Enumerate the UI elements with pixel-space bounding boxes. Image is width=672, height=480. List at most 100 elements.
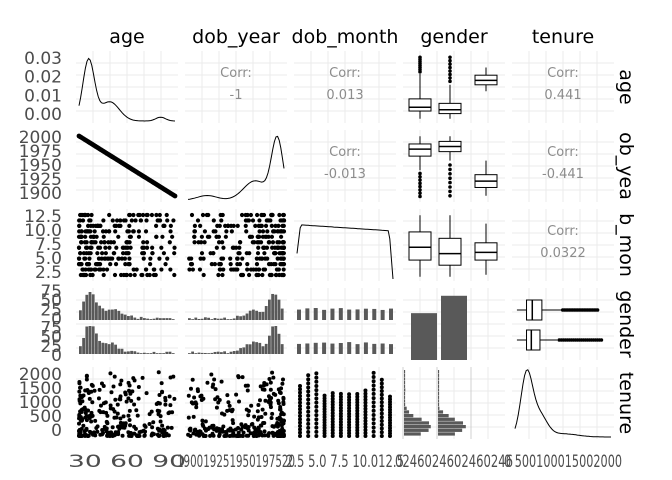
data-point <box>98 403 103 408</box>
histogram-bar <box>438 388 440 392</box>
data-point <box>298 390 302 395</box>
data-point <box>281 229 287 234</box>
data-point <box>255 409 260 414</box>
data-point <box>271 229 276 234</box>
histogram-bar <box>136 352 140 354</box>
histogram-bar <box>404 432 421 436</box>
data-point <box>141 240 146 245</box>
histogram-bar <box>261 346 265 354</box>
data-point <box>253 267 259 272</box>
data-point <box>298 387 302 392</box>
data-point <box>128 423 133 428</box>
histogram-bar <box>280 344 284 354</box>
histogram-bar <box>404 370 406 374</box>
data-point <box>120 251 126 256</box>
data-point <box>237 399 242 404</box>
data-point <box>194 432 199 437</box>
data-point <box>371 379 376 384</box>
data-point <box>371 421 376 426</box>
histogram-bar <box>264 343 268 354</box>
data-point <box>363 430 368 435</box>
data-point <box>118 218 123 223</box>
data-point <box>235 261 240 267</box>
data-point <box>280 251 285 256</box>
data-point <box>314 379 319 384</box>
data-point <box>306 413 311 418</box>
data-point <box>127 433 132 438</box>
data-point <box>298 434 302 438</box>
data-point <box>363 415 368 420</box>
histogram-bar <box>404 428 429 432</box>
data-point <box>101 218 106 223</box>
data-point <box>219 427 224 432</box>
data-point <box>314 375 319 380</box>
data-point <box>104 429 109 434</box>
histogram-bar <box>149 353 153 354</box>
data-point <box>245 383 250 388</box>
data-point <box>256 245 261 250</box>
data-point <box>84 377 89 382</box>
histogram-bar <box>404 410 410 414</box>
data-point <box>243 223 248 229</box>
boxplot-box <box>526 299 543 321</box>
data-point <box>192 240 197 245</box>
data-point <box>240 433 245 438</box>
data-point <box>193 427 198 432</box>
data-point <box>84 414 89 419</box>
histogram-bar <box>277 299 281 320</box>
data-point <box>306 373 311 378</box>
histogram-bar <box>389 344 393 354</box>
data-point <box>355 411 360 416</box>
data-point <box>306 429 311 434</box>
data-point <box>281 240 286 245</box>
data-point <box>270 245 275 250</box>
data-point <box>129 398 134 403</box>
data-point <box>154 223 159 229</box>
data-point <box>314 388 319 393</box>
boxplot-box <box>474 242 498 261</box>
boxplot-outlier <box>448 62 452 66</box>
data-point <box>202 240 207 245</box>
data-point <box>119 378 124 383</box>
data-point <box>108 261 113 267</box>
boxplot-outlier <box>448 76 452 80</box>
data-point <box>322 393 327 398</box>
correlation-label: Corr: <box>220 66 252 81</box>
data-point <box>273 261 278 267</box>
data-point <box>147 272 152 278</box>
data-point <box>281 400 286 405</box>
data-point <box>271 251 277 256</box>
data-point <box>91 234 97 239</box>
data-point <box>130 389 135 394</box>
data-point <box>269 234 275 239</box>
data-point <box>254 272 259 278</box>
data-point <box>142 423 147 428</box>
histogram-bar <box>252 341 255 354</box>
data-point <box>221 245 226 250</box>
data-point <box>379 385 384 390</box>
data-point <box>379 430 384 435</box>
density-line <box>78 57 176 122</box>
histogram-bar <box>168 318 172 320</box>
data-point <box>250 218 256 223</box>
data-point <box>281 245 286 250</box>
histogram-bar <box>191 319 194 320</box>
data-point <box>191 414 196 419</box>
data-point <box>136 385 141 390</box>
data-point <box>101 267 106 272</box>
data-point <box>268 218 273 223</box>
data-point <box>262 251 267 256</box>
data-point <box>170 410 175 415</box>
histogram-bar <box>101 342 105 354</box>
data-point <box>132 402 137 407</box>
data-point <box>273 272 279 278</box>
data-point <box>248 212 254 218</box>
histogram-bar <box>404 395 406 399</box>
histogram-bar <box>120 313 124 320</box>
y-tick-label: 5.0 <box>35 249 62 269</box>
histogram-bar <box>245 344 249 354</box>
data-point <box>211 251 216 256</box>
data-point <box>143 229 149 234</box>
data-point <box>268 405 273 410</box>
histogram-bar <box>274 294 278 320</box>
